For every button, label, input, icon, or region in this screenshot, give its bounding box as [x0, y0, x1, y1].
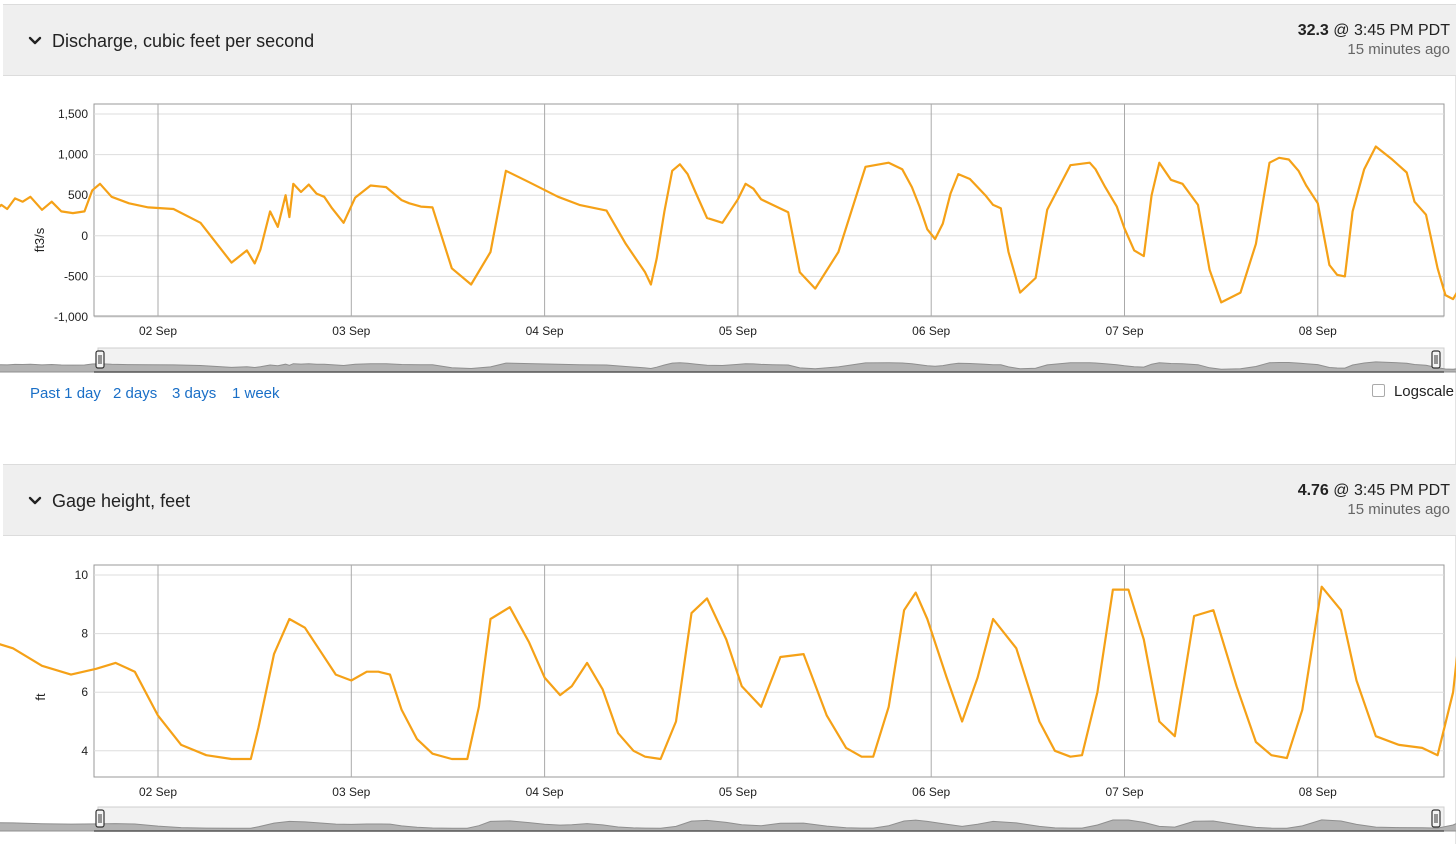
x-tick-label: 02 Sep	[139, 785, 177, 799]
range-1-week-button[interactable]: 1 week	[232, 385, 280, 402]
x-tick-label: 06 Sep	[912, 785, 950, 799]
y-axis-label: ft3/s	[32, 227, 47, 252]
y-tick-label: -1,000	[54, 310, 88, 324]
y-tick-label: 6	[81, 685, 88, 699]
series-line	[0, 145, 1456, 304]
x-tick-label: 08 Sep	[1299, 324, 1337, 338]
discharge-chart: 1,500 1,000 500 0 -500 -1,000 02 Sep 03 Sep 04 S…	[0, 103, 1456, 373]
y-tick-label: -500	[64, 269, 88, 283]
navigator-left-handle[interactable]	[95, 350, 105, 369]
y-tick-label: 0	[81, 229, 88, 243]
latest-time: @ 3:45 PM PDT	[1333, 482, 1450, 499]
range-past-1-day-button[interactable]: Past 1 day	[30, 385, 101, 402]
plot-area	[93, 103, 1445, 317]
latest-value: 4.76	[1297, 482, 1329, 499]
x-tick-label: 03 Sep	[332, 324, 370, 338]
range-2-days-button[interactable]: 2 days	[113, 385, 158, 402]
latest-ago: 15 minutes ago	[1347, 501, 1450, 518]
x-tick-label: 04 Sep	[526, 785, 564, 799]
y-tick-label: 1,500	[58, 107, 88, 121]
y-tick-label: 1,000	[58, 148, 88, 162]
y-axis-label: ft	[33, 693, 48, 701]
series-line	[0, 585, 1456, 761]
x-tick-label: 02 Sep	[139, 324, 177, 338]
y-tick-label: 8	[81, 627, 88, 641]
latest-reading: 4.76 @ 3:45 PM PDT 15 minutes ago	[1298, 482, 1450, 519]
navigator-series	[0, 819, 1456, 832]
panel-title: Gage height, feet	[52, 491, 191, 511]
logscale-checkbox[interactable]	[1371, 384, 1385, 397]
x-tick-label: 06 Sep	[912, 324, 950, 338]
navigator-left-handle[interactable]	[95, 809, 105, 828]
latest-time: @ 3:45 PM PDT	[1333, 22, 1450, 39]
logscale-label: Logscale	[1393, 383, 1454, 400]
y-tick-label: 4	[81, 744, 88, 758]
plot-area	[93, 564, 1445, 778]
latest-reading: 32.3 @ 3:45 PM PDT 15 minutes ago	[1298, 22, 1450, 59]
navigator-right-handle[interactable]	[1431, 809, 1441, 828]
navigator-series	[0, 361, 1456, 373]
gage-height-chart: 10 8 6 4 02 Sep 03 Sep 04 Sep 05 Sep 06 Sep 07 Se…	[0, 564, 1456, 832]
latest-ago: 15 minutes ago	[1347, 41, 1450, 58]
navigator-right-handle[interactable]	[1431, 350, 1441, 369]
chevron-down-icon[interactable]	[27, 493, 43, 509]
x-tick-label: 08 Sep	[1299, 785, 1337, 799]
chevron-down-icon[interactable]	[27, 33, 43, 49]
y-tick-label: 10	[75, 568, 89, 582]
x-tick-label: 03 Sep	[332, 785, 370, 799]
x-tick-label: 05 Sep	[719, 324, 757, 338]
discharge-panel-header[interactable]: Discharge, cubic feet per second 32.3 @ …	[3, 4, 1456, 76]
gage-height-panel-header[interactable]: Gage height, feet 4.76 @ 3:45 PM PDT 15 …	[3, 464, 1456, 536]
y-tick-label: 500	[68, 188, 88, 202]
range-3-days-button[interactable]: 3 days	[172, 385, 217, 402]
panel-title: Discharge, cubic feet per second	[52, 31, 315, 51]
latest-value: 32.3	[1297, 22, 1329, 39]
x-tick-label: 07 Sep	[1105, 324, 1143, 338]
x-tick-label: 04 Sep	[526, 324, 564, 338]
x-tick-label: 05 Sep	[719, 785, 757, 799]
logscale-toggle[interactable]: Logscale	[1371, 383, 1454, 400]
x-tick-label: 07 Sep	[1105, 785, 1143, 799]
